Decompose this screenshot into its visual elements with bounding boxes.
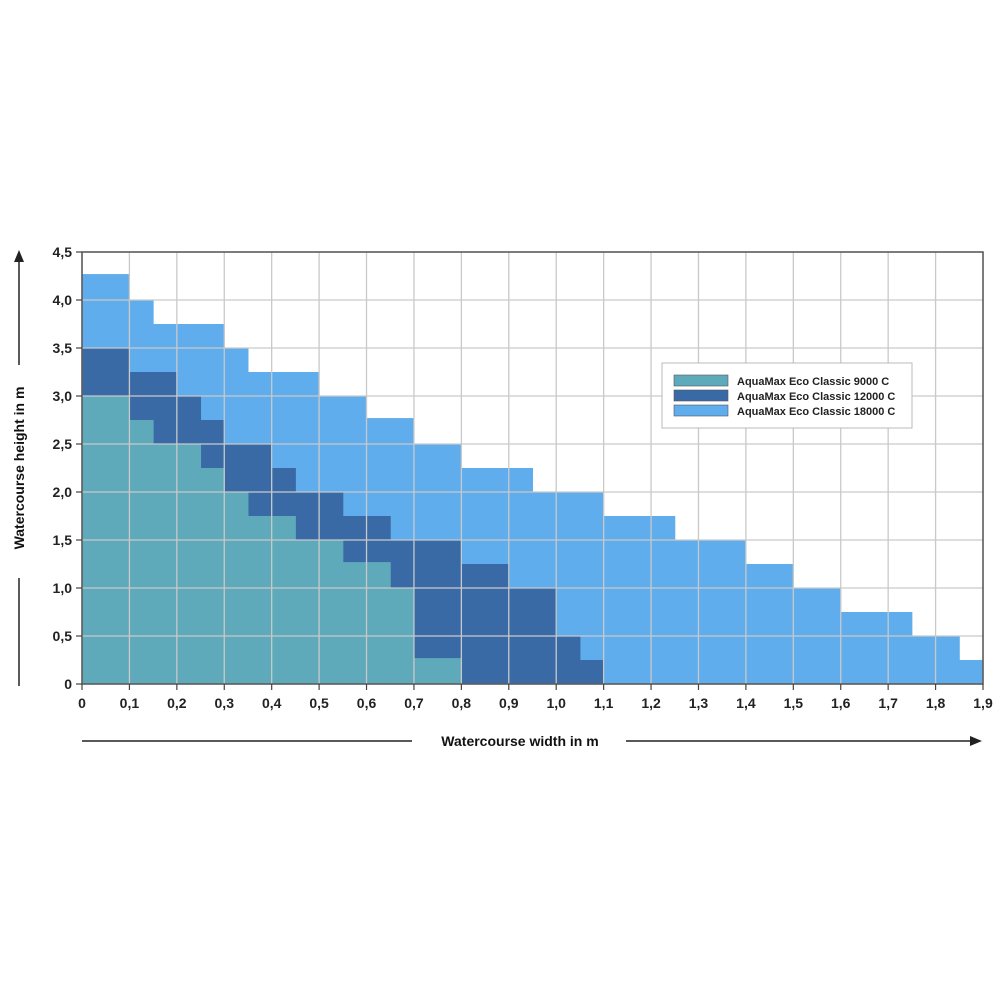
x-tick-label: 1,0: [546, 695, 566, 711]
y-axis-title: Watercourse height in m: [11, 387, 27, 550]
ticks-layer: 0 0,1 0,2 0,3 0,4 0,5 0,6 0,7 0,8 0,9 1,0 1,1 1,2 1,3…: [53, 244, 993, 711]
area-step: [200, 468, 225, 684]
area-step: [556, 636, 581, 684]
y-tick-label: 4,0: [53, 292, 73, 308]
legend-label: AquaMax Eco Classic 12000 C: [737, 391, 895, 403]
x-tick-label: 1,7: [878, 695, 898, 711]
x-axis-title-group: Watercourse width in m: [82, 733, 982, 749]
plot-frame: [81, 251, 984, 685]
x-tick-label: 1,3: [689, 695, 709, 711]
area-step: [745, 564, 794, 684]
y-tick-label: 0: [64, 676, 72, 692]
legend-label: AquaMax Eco Classic 18000 C: [737, 406, 895, 418]
y-tick-label: 2,5: [53, 436, 73, 452]
legend-swatch: [673, 374, 729, 387]
x-axis-title: Watercourse width in m: [441, 733, 598, 749]
area-step: [319, 540, 344, 684]
x-tick-label: 1,4: [736, 695, 756, 711]
x-tick-label: 1,8: [926, 695, 946, 711]
legend-label: AquaMax Eco Classic 9000 C: [737, 376, 889, 388]
x-tick-label: 0,8: [452, 695, 472, 711]
legend: AquaMax Eco Classic 9000 C AquaMax Eco Cl…: [661, 362, 913, 429]
area-step: [129, 420, 154, 684]
y-tick-label: 3,0: [53, 388, 73, 404]
area-step: [840, 612, 913, 684]
area-step: [413, 658, 462, 684]
y-axis-title-group: Watercourse height in m: [11, 250, 27, 686]
x-tick-label: 0,2: [167, 695, 187, 711]
y-tick-label: 1,0: [53, 580, 73, 596]
area-step: [674, 540, 747, 684]
x-tick-label: 1,2: [641, 695, 661, 711]
x-tick-label: 0,5: [309, 695, 329, 711]
area-step: [959, 660, 984, 684]
area-step: [461, 564, 510, 684]
x-tick-label: 0,6: [357, 695, 377, 711]
area-step: [579, 660, 605, 684]
y-tick-label: 4,5: [53, 244, 73, 260]
grid-layer: [81, 251, 984, 685]
area-step: [603, 516, 676, 684]
x-tick-label: 0,9: [499, 695, 519, 711]
x-tick-label: 0,4: [262, 695, 282, 711]
areas-layer: [82, 274, 984, 684]
legend-swatch: [673, 404, 729, 417]
y-tick-label: 2,0: [53, 484, 73, 500]
x-tick-label: 1,6: [831, 695, 851, 711]
legend-swatch: [673, 389, 729, 402]
y-tick-label: 1,5: [53, 532, 73, 548]
y-tick-label: 3,5: [53, 340, 73, 356]
x-tick-label: 0,1: [120, 695, 140, 711]
right-arrow-icon: [970, 736, 982, 746]
x-tick-label: 0,3: [215, 695, 235, 711]
x-tick-label: 0: [78, 695, 86, 711]
area-step: [295, 540, 320, 684]
up-arrow-icon: [14, 250, 24, 262]
x-tick-label: 1,1: [594, 695, 614, 711]
x-tick-label: 0,7: [404, 695, 424, 711]
x-tick-label: 1,9: [973, 695, 993, 711]
y-tick-label: 0,5: [53, 628, 73, 644]
x-tick-label: 1,5: [784, 695, 804, 711]
